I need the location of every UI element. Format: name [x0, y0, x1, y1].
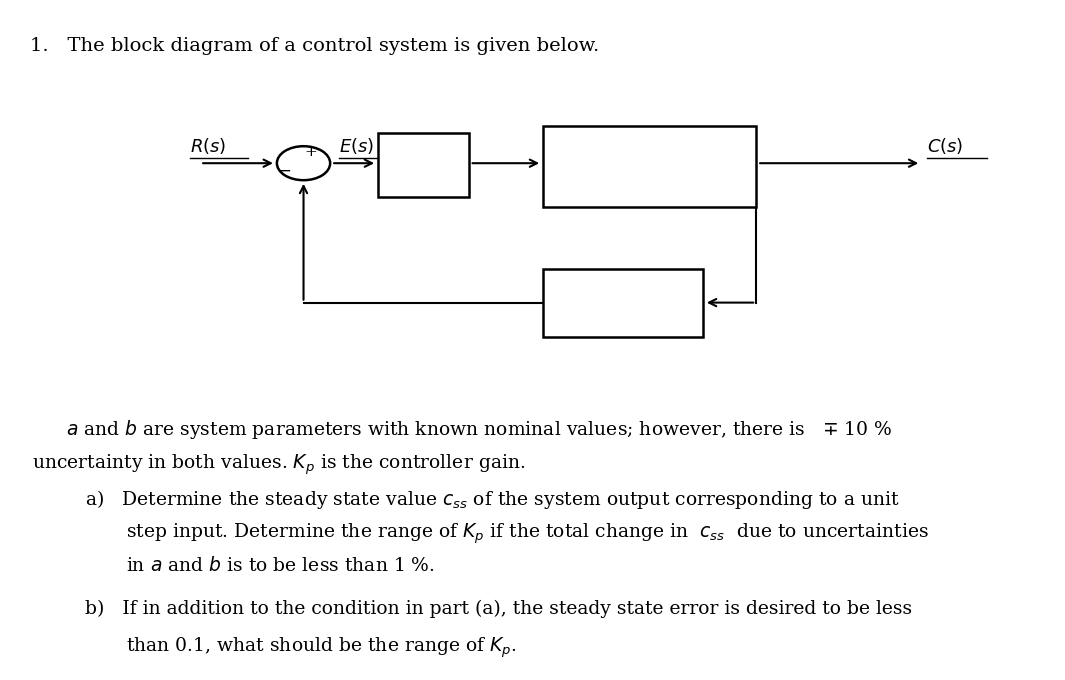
Bar — [543, 269, 703, 337]
Bar — [543, 126, 756, 207]
Text: than 0.1, what should be the range of $K_p$.: than 0.1, what should be the range of $K… — [126, 636, 517, 660]
Text: in $\mathit{a}$ and $\mathit{b}$ is to be less than 1 %.: in $\mathit{a}$ and $\mathit{b}$ is to b… — [126, 556, 435, 575]
Text: $\mathit{a}$ and $\mathit{b}$ are system parameters with known nominal values; h: $\mathit{a}$ and $\mathit{b}$ are system… — [66, 418, 892, 441]
Text: +: + — [305, 146, 317, 159]
Text: step input. Determine the range of $K_p$ if the total change in  $c_{ss}$  due t: step input. Determine the range of $K_p$… — [126, 522, 929, 546]
Text: b)   If in addition to the condition in part (a), the steady state error is desi: b) If in addition to the condition in pa… — [85, 600, 913, 618]
Text: 1: 1 — [644, 141, 655, 159]
Text: $(s+a)(s+b)$: $(s+a)(s+b)$ — [599, 180, 701, 199]
Text: $K_p$: $K_p$ — [412, 152, 435, 177]
Text: $E(s)$: $E(s)$ — [339, 137, 374, 156]
Text: uncertainty in both values. $K_p$ is the controller gain.: uncertainty in both values. $K_p$ is the… — [32, 452, 525, 477]
Text: $R(s)$: $R(s)$ — [190, 137, 226, 156]
Text: 1.   The block diagram of a control system is given below.: 1. The block diagram of a control system… — [30, 37, 600, 55]
Bar — [378, 133, 469, 197]
Text: −: − — [277, 163, 292, 180]
Text: $s+1$: $s+1$ — [603, 313, 643, 330]
Text: a)   Determine the steady state value $c_{ss}$ of the system output correspondin: a) Determine the steady state value $c_{… — [85, 488, 900, 511]
Text: $C(s)$: $C(s)$ — [927, 137, 963, 156]
Text: 1: 1 — [618, 280, 628, 298]
